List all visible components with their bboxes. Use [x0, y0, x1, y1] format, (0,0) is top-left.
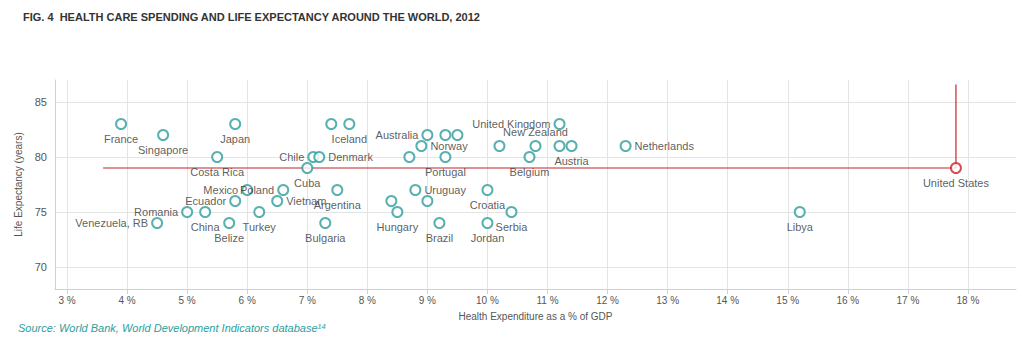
svg-text:Health Expenditure as a % of G: Health Expenditure as a % of GDP [459, 311, 613, 322]
svg-text:Chile: Chile [279, 151, 304, 163]
svg-text:Jordan: Jordan [471, 232, 505, 244]
svg-text:Turkey: Turkey [243, 221, 277, 233]
svg-text:18 %: 18 % [957, 295, 980, 306]
svg-text:Ecuador: Ecuador [185, 195, 226, 207]
svg-text:17 %: 17 % [896, 295, 919, 306]
svg-text:Denmark: Denmark [328, 151, 373, 163]
svg-text:Costa Rica: Costa Rica [190, 166, 245, 178]
svg-text:Portugal: Portugal [425, 166, 466, 178]
svg-text:Singapore: Singapore [138, 144, 188, 156]
svg-text:Australia: Australia [376, 129, 420, 141]
svg-text:7 %: 7 % [299, 295, 316, 306]
svg-text:Brazil: Brazil [426, 232, 454, 244]
svg-text:Belgium: Belgium [510, 166, 550, 178]
svg-text:Japan: Japan [220, 133, 250, 145]
svg-text:16 %: 16 % [836, 295, 859, 306]
svg-text:Serbia: Serbia [496, 221, 529, 233]
svg-text:12 %: 12 % [596, 295, 619, 306]
svg-text:Hungary: Hungary [377, 221, 419, 233]
svg-text:Bulgaria: Bulgaria [305, 232, 346, 244]
svg-text:Venezuela, RB: Venezuela, RB [75, 217, 148, 229]
svg-text:Libya: Libya [787, 221, 814, 233]
svg-text:6 %: 6 % [239, 295, 256, 306]
svg-text:80: 80 [35, 151, 47, 163]
svg-text:Norway: Norway [430, 140, 468, 152]
svg-text:Vietnam: Vietnam [286, 195, 327, 207]
svg-text:United Kingdom: United Kingdom [472, 118, 550, 130]
svg-text:Austria: Austria [554, 155, 589, 167]
svg-text:70: 70 [35, 261, 47, 273]
svg-text:8 %: 8 % [359, 295, 376, 306]
svg-text:New Zealand: New Zealand [503, 125, 568, 138]
svg-text:15 %: 15 % [776, 295, 799, 306]
svg-text:5 %: 5 % [179, 295, 196, 306]
svg-text:Source: World Bank, World Deve: Source: World Bank, World Development In… [18, 322, 326, 334]
svg-text:France: France [104, 133, 138, 145]
svg-text:Netherlands: Netherlands [635, 140, 695, 152]
svg-text:11 %: 11 % [536, 295, 558, 306]
svg-text:Poland: Poland [240, 184, 274, 196]
svg-text:85: 85 [35, 96, 47, 108]
svg-text:Croatia: Croatia [470, 199, 506, 211]
svg-text:China: China [190, 220, 220, 233]
svg-text:FIG. 4 HEALTH CARE SPENDING A: FIG. 4 HEALTH CARE SPENDING AND LIFE EXP… [23, 11, 480, 23]
svg-text:Argentina: Argentina [314, 199, 362, 211]
svg-text:Life Expectancy (years): Life Expectancy (years) [13, 132, 24, 237]
svg-text:Mexico: Mexico [203, 184, 239, 196]
svg-text:Uruguay: Uruguay [424, 184, 466, 196]
svg-text:10 %: 10 % [476, 295, 499, 306]
svg-text:3 %: 3 % [58, 295, 75, 306]
svg-text:Cuba: Cuba [294, 177, 321, 189]
svg-text:Iceland: Iceland [332, 133, 367, 145]
svg-text:United States: United States [923, 177, 990, 189]
svg-text:14 %: 14 % [716, 295, 739, 306]
svg-text:75: 75 [35, 206, 47, 218]
svg-text:Romania: Romania [134, 206, 179, 218]
svg-text:Belize: Belize [214, 232, 244, 244]
svg-text:13 %: 13 % [656, 295, 679, 306]
svg-text:4 %: 4 % [118, 295, 135, 306]
svg-text:9 %: 9 % [419, 295, 436, 306]
